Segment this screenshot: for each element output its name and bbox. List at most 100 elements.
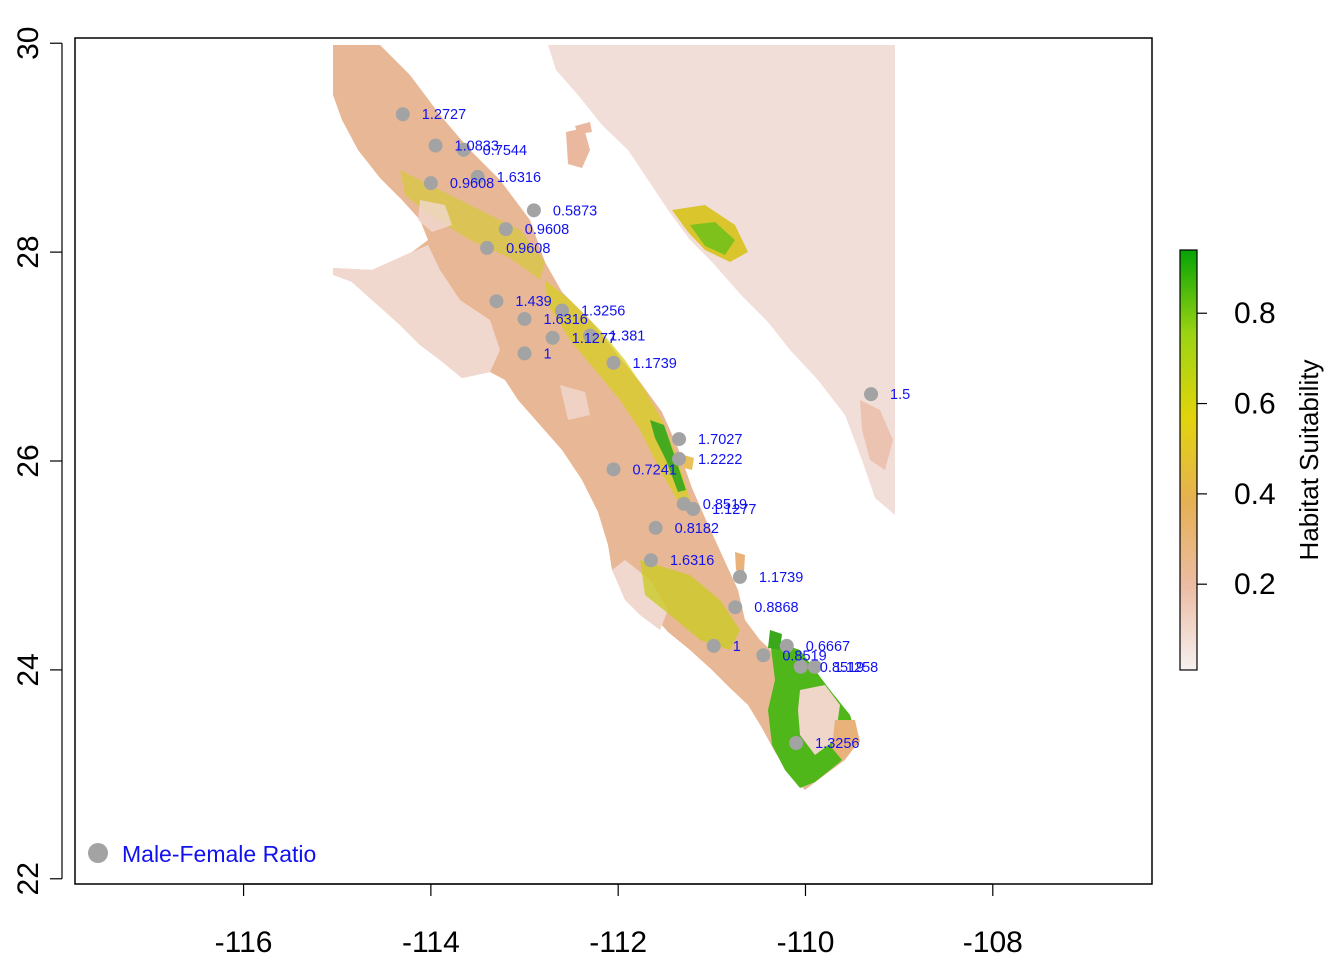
suitable-band-south [640,560,740,650]
ratio-point-label: 1.1258 [834,660,878,676]
ratio-point [517,346,532,361]
ratio-point [606,355,621,370]
ratio-point-label: 1.1739 [633,356,677,372]
habitat-raster [333,45,895,790]
ratio-point-label: 1.1739 [759,570,803,586]
ratio-point-label: 1.3256 [815,736,859,752]
ratio-point-label: 1.2222 [698,452,742,468]
ratio-point [672,451,687,466]
island-san-jose [735,552,745,572]
ratio-point [756,648,771,663]
ratio-point [480,240,495,255]
legend-label: Male-Female Ratio [122,841,316,867]
x-tick-label: -116 [215,926,273,959]
ratio-point-label: 0.9608 [525,222,569,238]
colorbar-tick-label: 0.4 [1234,478,1276,511]
magdalena-pale [612,560,668,630]
ratio-point-label: 0.7241 [633,462,677,478]
ratio-point [728,600,743,615]
sierra-pale-1 [418,200,452,232]
cape-east-orange [832,720,860,760]
ratio-point-label: 0.9608 [506,241,550,257]
ratio-point-label: 1.2727 [422,107,466,123]
x-axis: -116 -114 -112 -110 -108 [215,883,1023,959]
legend-point-icon [88,843,108,863]
ratio-point [789,736,804,750]
colorbar-gradient [1179,249,1198,671]
ratio-point [864,387,879,402]
ratio-point-label: 1.381 [609,329,645,345]
x-tick-label: -108 [963,926,1023,959]
ratio-point-label: 1.5 [890,387,910,403]
ratio-point-label: 1.439 [515,294,551,310]
ratio-point-label: 0.8868 [754,600,798,616]
ratio-point-label: 1 [733,639,741,655]
ratio-point [526,203,541,218]
mainland-green-patch [690,222,735,255]
colorbar-tick-label: 0.8 [1234,297,1276,330]
ratio-point-label: 0.9608 [450,176,494,192]
ratio-point [545,330,560,345]
ratio-point [686,502,701,517]
y-axis: 22 24 26 28 30 [12,27,63,895]
ratio-point [606,462,621,477]
ratio-point-label: 1 [544,346,552,362]
y-tick-label: 30 [12,27,45,60]
green-coast-central [650,420,686,492]
vizcaino-pale [333,245,500,378]
y-tick-label: 24 [12,653,45,686]
ratio-point [672,432,687,447]
ratio-point [793,659,808,674]
ratio-point [583,328,598,343]
ratio-point-label: 1.3256 [581,304,625,320]
ratio-point-label: 0.8519 [782,648,826,664]
ratio-point-label: 0.8519 [703,497,747,513]
ratio-point [395,107,410,122]
colorbar-ticks: 0.2 0.4 0.6 0.8 [1197,297,1276,601]
ratio-point-label: 0.8182 [675,521,719,537]
ratio-point [498,222,513,237]
colorbar-tick-label: 0.6 [1234,388,1276,421]
island-tiburon [566,128,590,168]
ratio-point-label: 1.1277 [712,502,756,518]
ratio-point [648,520,663,535]
ratio-point [706,638,721,653]
ratio-point [643,553,658,568]
ratio-point-label: 0.5873 [553,203,597,219]
colorbar: 0.2 0.4 0.6 0.8 Habitat Suitability [1179,249,1324,671]
ratio-point [732,569,747,584]
ratio-point [428,138,443,153]
ratio-point [779,638,794,653]
ratio-points: 1.27271.08330.75441.63160.96080.58730.96… [395,107,910,752]
ratio-point [489,294,504,309]
island-mainland-coast-south [860,400,893,470]
cape-mountains-pale [798,685,840,755]
ratio-point [423,176,438,191]
ratio-point-label: 1.0833 [455,139,499,155]
suitable-band-central [545,280,690,505]
ratio-point-label: 0.7544 [483,143,527,159]
island-espiritu-santo [768,630,782,650]
ratio-point-label: 1.6316 [670,553,714,569]
island-small-north [575,122,592,134]
ratio-point-label: 0.8519 [820,660,864,676]
x-tick-label: -112 [589,926,647,959]
suitable-band-north [400,170,545,280]
ratio-point [470,169,485,184]
x-tick-label: -110 [777,926,835,959]
ratio-point [554,303,569,318]
ratio-point-label: 1.7027 [698,432,742,448]
x-tick-label: -114 [402,926,460,959]
y-tick-label: 28 [12,235,45,268]
ratio-point-label: 0.6667 [806,639,850,655]
ratio-point [517,311,532,326]
colorbar-tick-label: 0.2 [1234,568,1276,601]
island-carmen [684,455,694,470]
ratio-point-label: 1.6316 [544,312,588,328]
ratio-point [807,659,822,674]
ratio-point-label: 1.1277 [572,331,616,347]
ratio-point-label: 1.6316 [497,170,541,186]
y-tick-label: 26 [12,444,45,477]
y-tick-label: 22 [12,862,45,895]
